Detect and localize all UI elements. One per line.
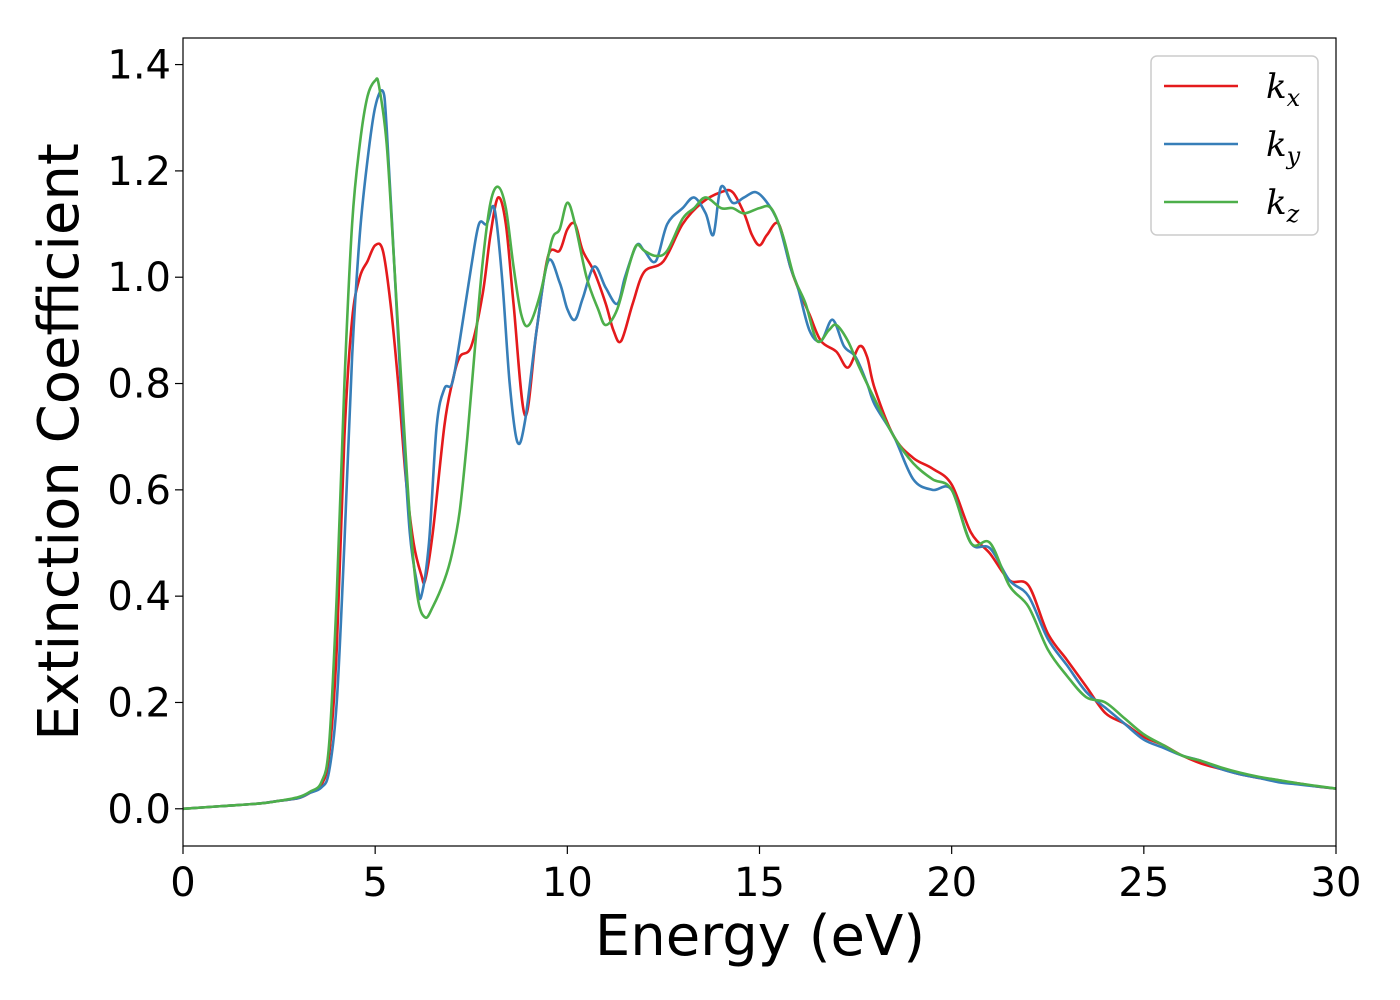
x-tick-label: 30 xyxy=(1311,860,1362,906)
legend-label-x: kx xyxy=(1266,67,1301,112)
legend-entries: kx ky kz xyxy=(1164,67,1301,228)
y-tick-label: 0.0 xyxy=(107,787,171,833)
y-tick-label: 0.6 xyxy=(107,468,171,514)
x-axis-ticks: 0 5 10 15 20 25 30 xyxy=(170,846,1361,906)
x-tick-label: 15 xyxy=(734,860,785,906)
y-tick-label: 0.4 xyxy=(107,574,171,620)
legend-label-y: ky xyxy=(1266,125,1301,170)
legend: kx ky kz xyxy=(1150,55,1319,236)
series-line-z xyxy=(182,77,1337,811)
y-tick-label: 1.4 xyxy=(107,43,171,89)
x-tick-label: 25 xyxy=(1118,860,1169,906)
legend-label-z: kz xyxy=(1266,183,1300,228)
y-tick-label: 1.2 xyxy=(107,149,171,195)
legend-box xyxy=(1150,55,1319,236)
x-tick-label: 20 xyxy=(926,860,977,906)
y-axis-ticks: 0.0 0.2 0.4 0.6 0.8 1.0 1.2 1.4 xyxy=(107,43,183,833)
x-tick-label: 10 xyxy=(542,860,593,906)
series-layer xyxy=(182,77,1337,811)
y-tick-label: 1.0 xyxy=(107,255,171,301)
y-axis-label: Extinction Coefficient xyxy=(27,143,92,741)
y-tick-label: 0.2 xyxy=(107,680,171,726)
x-tick-label: 0 xyxy=(170,860,195,906)
x-axis-label: Energy (eV) xyxy=(595,904,925,969)
y-tick-label: 0.8 xyxy=(107,362,171,408)
series-line-x xyxy=(182,188,1337,811)
x-tick-label: 5 xyxy=(362,860,387,906)
